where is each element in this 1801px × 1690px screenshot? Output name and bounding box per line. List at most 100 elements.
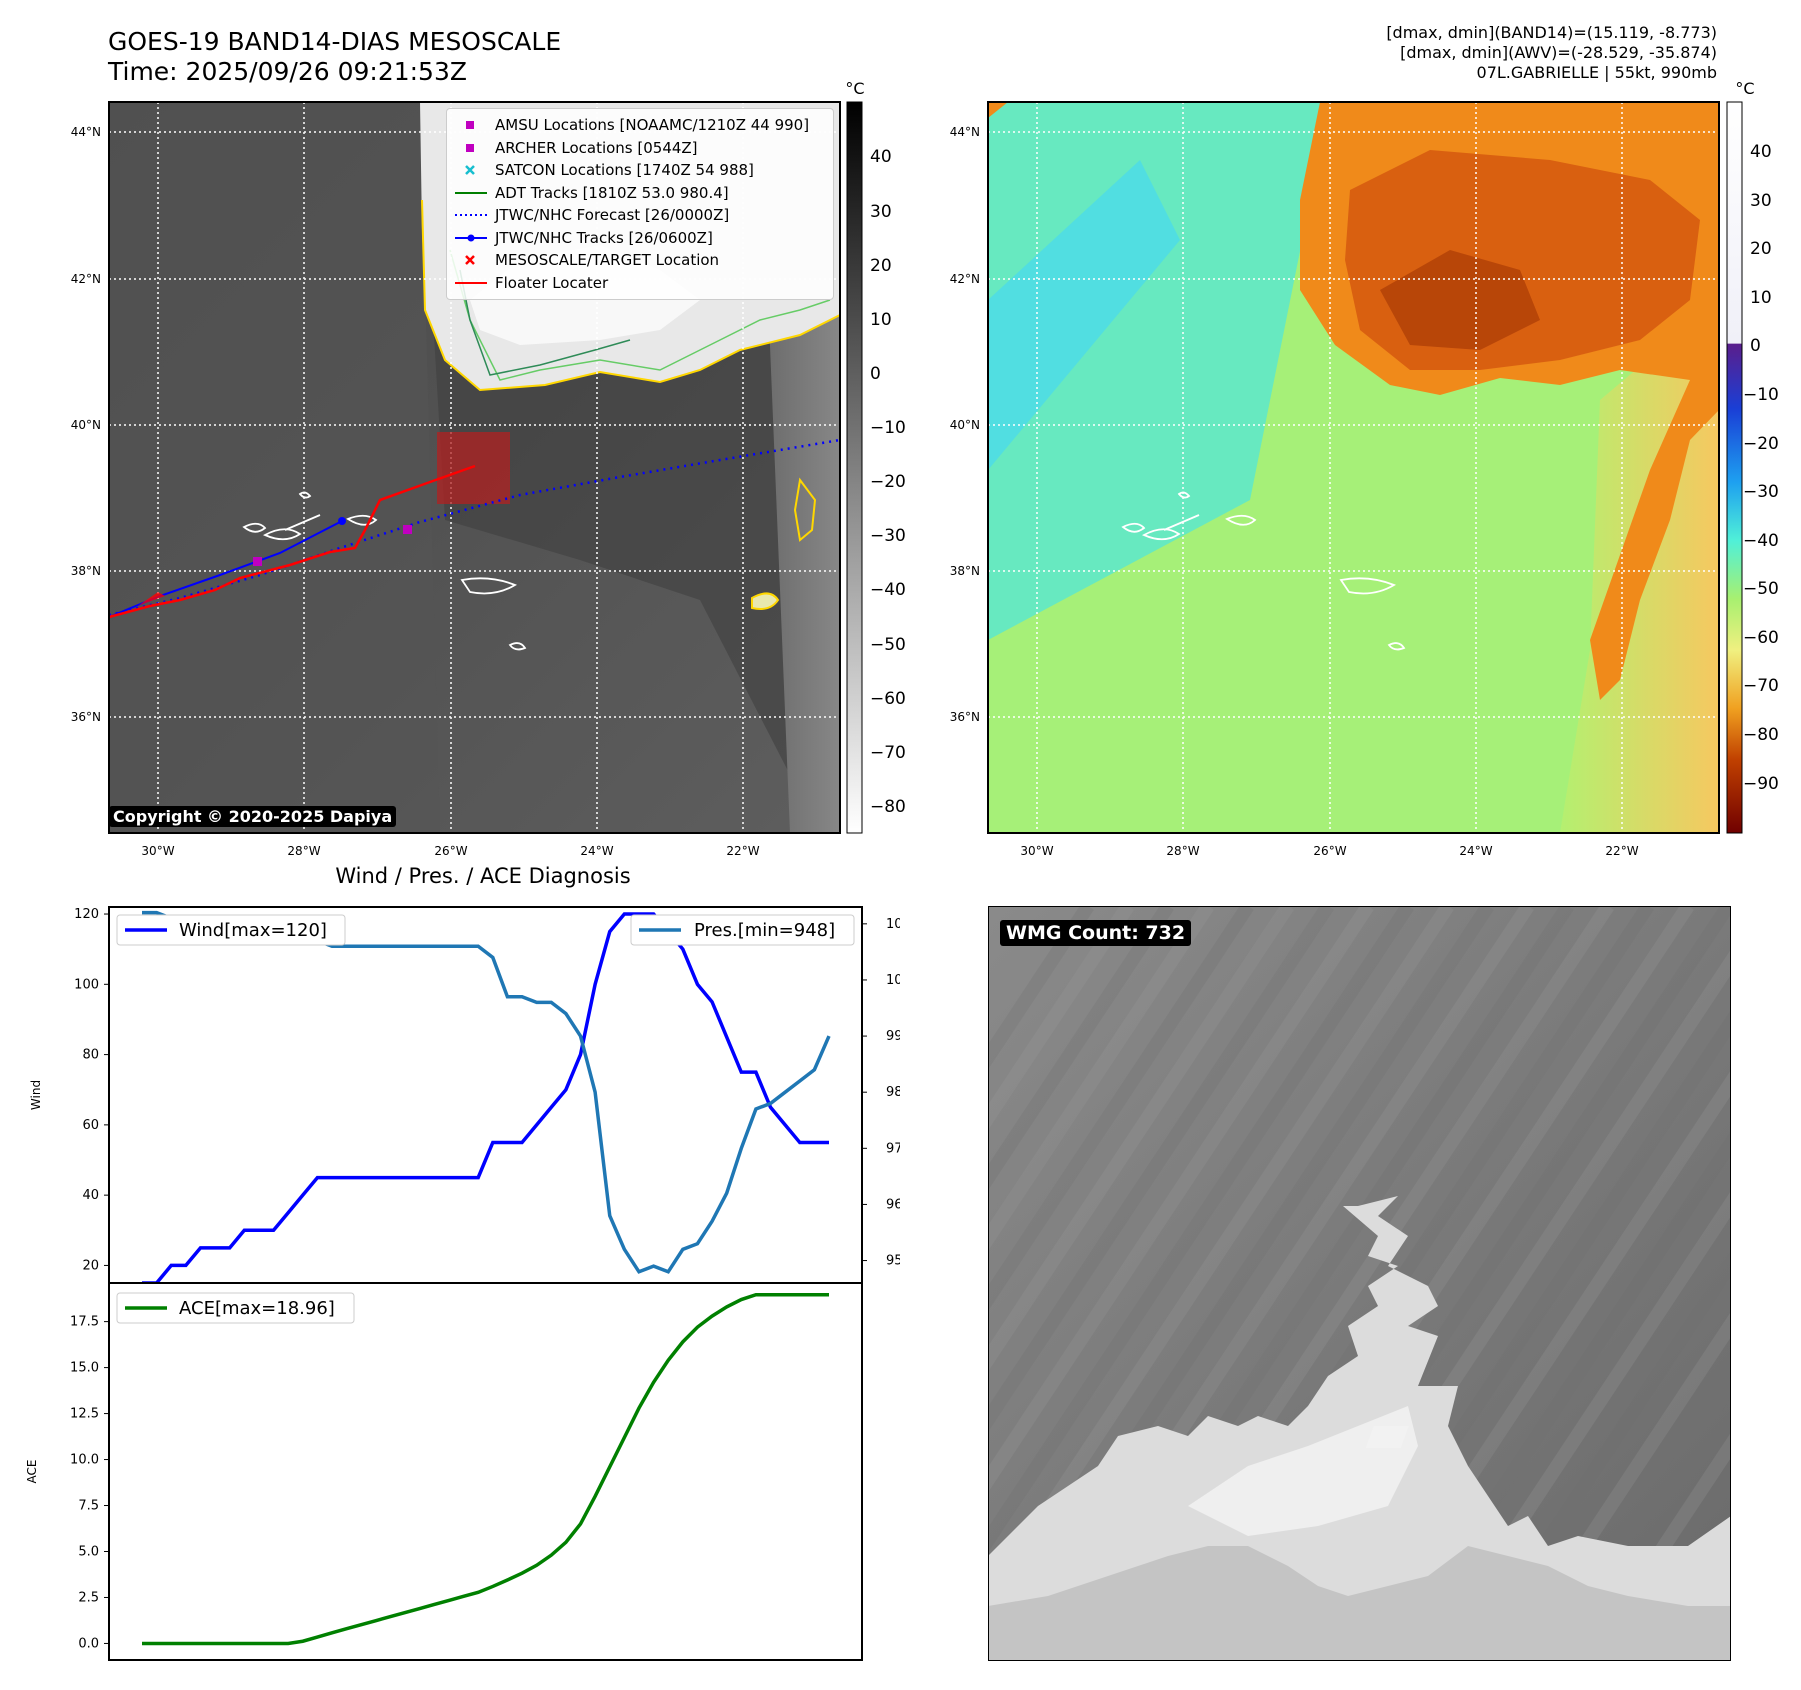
x-marker-icon [465,165,475,175]
legend-label: MESOSCALE/TARGET Location [495,251,720,269]
wv-cb-tick: −40 [1743,531,1779,551]
wv-cb-tick: −10 [1743,385,1779,405]
ir-cb-tick: −40 [870,580,906,600]
wv-lon-label: 26°W [1313,844,1346,858]
ir-cloud-band-left [109,102,440,833]
ir-lon-labels: 30°W 28°W 26°W 24°W 22°W [141,844,759,858]
wind-ytick-label: 20 [82,1258,99,1273]
pres-ytick-label: 960 [886,1197,900,1212]
wind-axis-label: Wind [29,1080,43,1110]
wv-lat-label: 40°N [950,418,980,432]
amsu-marker [403,525,412,534]
wind-pres-axes [108,906,863,1284]
ir-lon-label: 30°W [141,844,174,858]
line-icon [455,191,487,194]
wv-colorbar [1726,101,1743,834]
line-icon [455,281,487,284]
archer-marker [253,557,262,566]
wmg-texture-stripe [1582,1432,1731,1661]
wmg-texture-stripe [988,906,1254,1312]
wv-cb-tick: 0 [1750,336,1761,356]
ir-lon-label: 24°W [580,844,613,858]
wv-cb-tick: −70 [1743,676,1779,696]
wv-cb-tick: −60 [1743,628,1779,648]
wind-series-line [142,912,829,1285]
ace-legend [116,1292,355,1324]
wv-corner [988,102,1008,118]
floater-start-cluster [135,592,165,608]
wmg-texture-stripe [1462,1251,1731,1661]
legend-entry: ARCHER Locations [0544Z] [447,138,827,158]
mesoscale-target-box [437,432,510,504]
wv-gridlines [988,102,1719,833]
wmg-cloud-bright [1188,1406,1418,1536]
ir-cb-tick: −30 [870,526,906,546]
wv-cb-tick: −30 [1743,482,1779,502]
ir-contour-yellow-2 [793,477,817,542]
wv-lat-label: 38°N [950,564,980,578]
floater-locater-track [108,464,476,619]
legend-entry: JTWC/NHC Tracks [26/0600Z] [447,228,827,248]
legend-entry: MESOSCALE/TARGET Location [447,250,827,270]
square-marker-icon [466,121,474,129]
ace-series-line [142,1293,829,1646]
wind-legend-label: Wind[max=120] [179,920,327,941]
wv-driest-core [1380,250,1540,350]
pres-ytick-label: 980 [886,1085,900,1100]
wv-lat-labels: 44°N 42°N 40°N 38°N 36°N [950,125,980,724]
ir-colorbar [846,101,863,834]
ir-cb-tick: 30 [870,202,892,222]
wind-legend [116,914,346,946]
ir-cb-tick: −20 [870,472,906,492]
ir-cb-tick: 10 [870,310,892,330]
wv-lat-label: 42°N [950,272,980,286]
chart-time: Time: 2025/09/26 09:21:53Z [108,57,467,86]
wind-ytick-label: 80 [82,1048,99,1063]
wind-ytick-label: 40 [82,1188,99,1203]
info-awv-range: [dmax, dmin](AWV)=(-28.529, -35.874) [1400,43,1717,62]
ir-lon-label: 26°W [434,844,467,858]
diagnosis-title: Wind / Pres. / ACE Diagnosis [335,864,630,888]
ace-axes [108,1282,863,1661]
ace-ytick-label: 15.0 [70,1361,99,1376]
dotted-line-icon [455,214,487,216]
wv-colorbar-unit: °C [1735,79,1754,98]
ir-map-panel: 44°N 42°N 40°N 38°N 36°N 30°W 28°W 26°W … [71,79,1779,858]
wmg-cloud-patch [1365,1426,1409,1448]
ir-contour-darkgreen [459,269,631,376]
ir-cb-tick: 40 [870,147,892,167]
ace-ytick-label: 12.5 [70,1407,99,1422]
ir-colorbar-unit: °C [845,79,864,98]
ir-cb-tick: −70 [870,743,906,763]
pres-legend-label: Pres.[min=948] [694,920,835,941]
wmg-texture-stripe [988,906,1334,1433]
wv-islands [1121,491,1406,651]
legend-label: ARCHER Locations [0544Z] [495,138,698,157]
ir-lat-label: 40°N [71,418,101,432]
ir-lat-label: 44°N [71,125,101,139]
wmg-texture-stripe [988,906,1134,1131]
ir-contour-green [449,249,831,381]
ir-lat-labels: 44°N 42°N 40°N 38°N 36°N [71,125,101,724]
wmg-panel [988,906,1731,1661]
pres-legend [630,914,855,946]
wv-lon-labels: 30°W 28°W 26°W 24°W 22°W [1020,844,1638,858]
legend-entry: ADT Tracks [1810Z 53.0 980.4] [447,183,827,203]
legend-entry: SATCON Locations [1740Z 54 988] [447,160,827,180]
wv-cb-tick: 10 [1750,288,1772,308]
ir-cb-tick: 20 [870,256,892,276]
wv-cb-tick: −20 [1743,434,1779,454]
ir-cb-tick: −50 [870,635,906,655]
legend-label: JTWC/NHC Tracks [26/0600Z] [495,228,713,247]
wmg-texture-stripe [1542,1371,1731,1661]
line-dot-icon [455,234,487,241]
wmg-count-badge: WMG Count: 732 [1000,920,1192,946]
wv-map-frame [987,101,1720,834]
ace-legend-label: ACE[max=18.96] [179,1298,335,1319]
ir-islands [242,491,527,651]
wmg-texture-stripe [988,906,1374,1493]
wv-cb-tick: −50 [1743,579,1779,599]
ir-cb-tick: −10 [870,418,906,438]
ace-ytick-label: 10.0 [70,1453,99,1468]
